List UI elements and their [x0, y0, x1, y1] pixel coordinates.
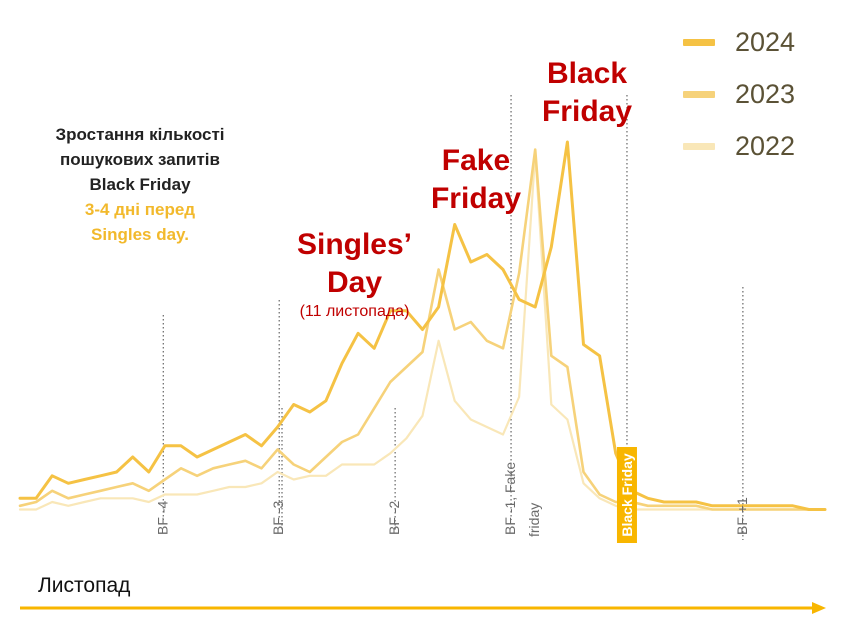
- annotation-singles-day-date: (11 листопада): [299, 303, 410, 320]
- description-line-1: Зростання кількості: [55, 125, 225, 144]
- description-line-3: Black Friday: [89, 175, 191, 194]
- annotation-fake-friday: Fake Friday: [406, 142, 546, 218]
- legend-item-2022: 2022: [683, 129, 795, 163]
- series-line-2024: [18, 140, 827, 511]
- description-line-5: Singles day.: [91, 225, 189, 244]
- series-line-2022: [18, 152, 827, 511]
- legend-label-2022: 2022: [735, 130, 796, 161]
- legend-label-2023: 2023: [735, 78, 796, 109]
- marker-label-6: BF +1: [734, 497, 750, 535]
- legend-item-2024: 2024: [683, 25, 795, 59]
- marker-label-1: BF -4: [154, 501, 170, 535]
- annotation-fake-friday-line-2: Friday: [430, 182, 522, 215]
- marker-label-black-friday-text: Black Friday: [619, 453, 635, 536]
- annotation-singles-day-line-2: Day: [326, 266, 383, 299]
- legend-swatch-2024: [683, 38, 715, 46]
- marker-label-black-friday-box: [616, 447, 637, 543]
- legend-swatch-2022: [683, 142, 715, 150]
- chart-description: Зростання кількості пошукових запитів Bl…: [20, 122, 260, 247]
- description-line-4: 3-4 дні перед: [84, 200, 196, 219]
- timeline-arrow-head: [812, 602, 826, 614]
- annotation-black-friday-line-2: Friday: [541, 95, 633, 128]
- marker-label-4-line-2: friday: [526, 503, 542, 537]
- marker-label-3: BF -2: [386, 501, 402, 535]
- marker-label-2: BF -3: [270, 501, 286, 535]
- legend-item-2023: 2023: [683, 77, 795, 111]
- series-line-2023: [18, 148, 827, 511]
- legend-swatch-2023: [683, 90, 715, 98]
- annotation-black-friday: Black Friday: [517, 55, 657, 131]
- description-line-2: пошукових запитів: [60, 150, 220, 169]
- legend-label-2024: 2024: [735, 26, 796, 57]
- annotation-singles-day: Singles’ Day: [272, 226, 437, 302]
- month-label: Листопад: [38, 574, 131, 597]
- annotation-black-friday-line-1: Black: [546, 57, 628, 90]
- annotation-fake-friday-line-1: Fake: [441, 144, 511, 177]
- annotation-singles-day-line-1: Singles’: [296, 228, 413, 261]
- marker-label-black-friday: Black Friday: [616, 447, 637, 543]
- marker-label-4-line-1: BF -1, Fake: [502, 462, 518, 535]
